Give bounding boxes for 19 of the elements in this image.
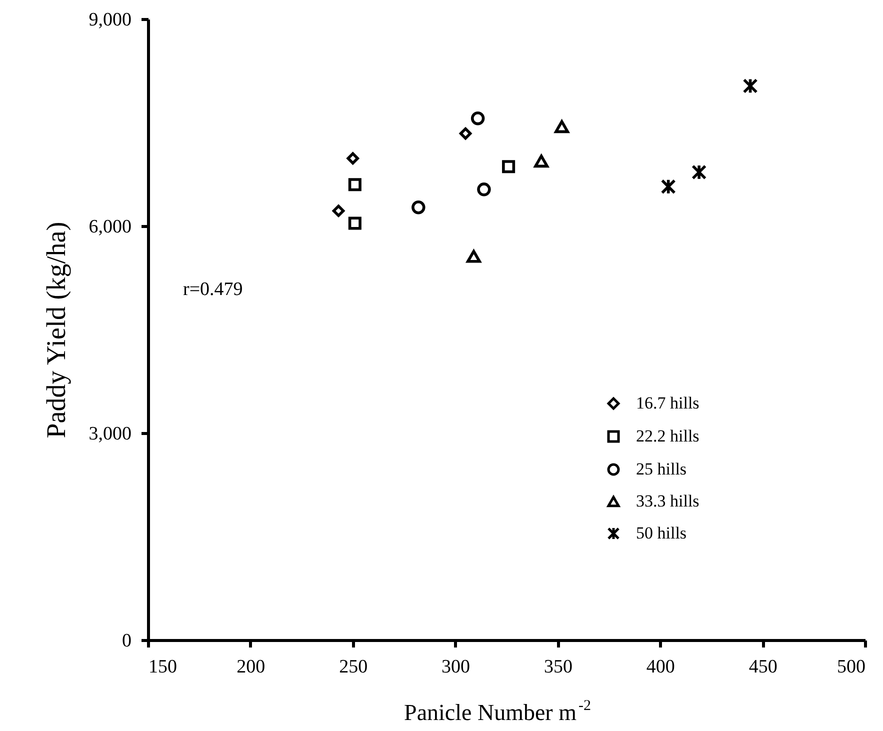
legend-label: 33.3 hills xyxy=(636,492,700,510)
x-tick-label: 400 xyxy=(646,656,675,678)
y-tick-label: 6,000 xyxy=(88,216,132,238)
x-tick-label: 300 xyxy=(442,656,470,678)
y-axis-title: Paddy Yield (kg/ha) xyxy=(40,222,71,438)
x-tick-label: 350 xyxy=(544,656,572,678)
y-tick-label: 3,000 xyxy=(88,424,132,444)
y-tick-label: 9,000 xyxy=(88,10,132,30)
legend-label: 50 hills xyxy=(636,524,687,542)
x-tick-label: 200 xyxy=(236,656,266,678)
legend-label: 16.7 hills xyxy=(636,394,700,412)
x-tick-label: 150 xyxy=(148,656,177,678)
y-tick-label: 0 xyxy=(122,630,132,652)
x-tick-label: 450 xyxy=(748,656,778,678)
annotation: r=0.479 xyxy=(183,279,243,300)
legend-label: 25 hills xyxy=(636,460,687,478)
x-tick-label: 250 xyxy=(339,656,368,678)
legend-label: 22.2 hills xyxy=(636,426,700,446)
x-tick-label: 500 xyxy=(837,656,866,678)
